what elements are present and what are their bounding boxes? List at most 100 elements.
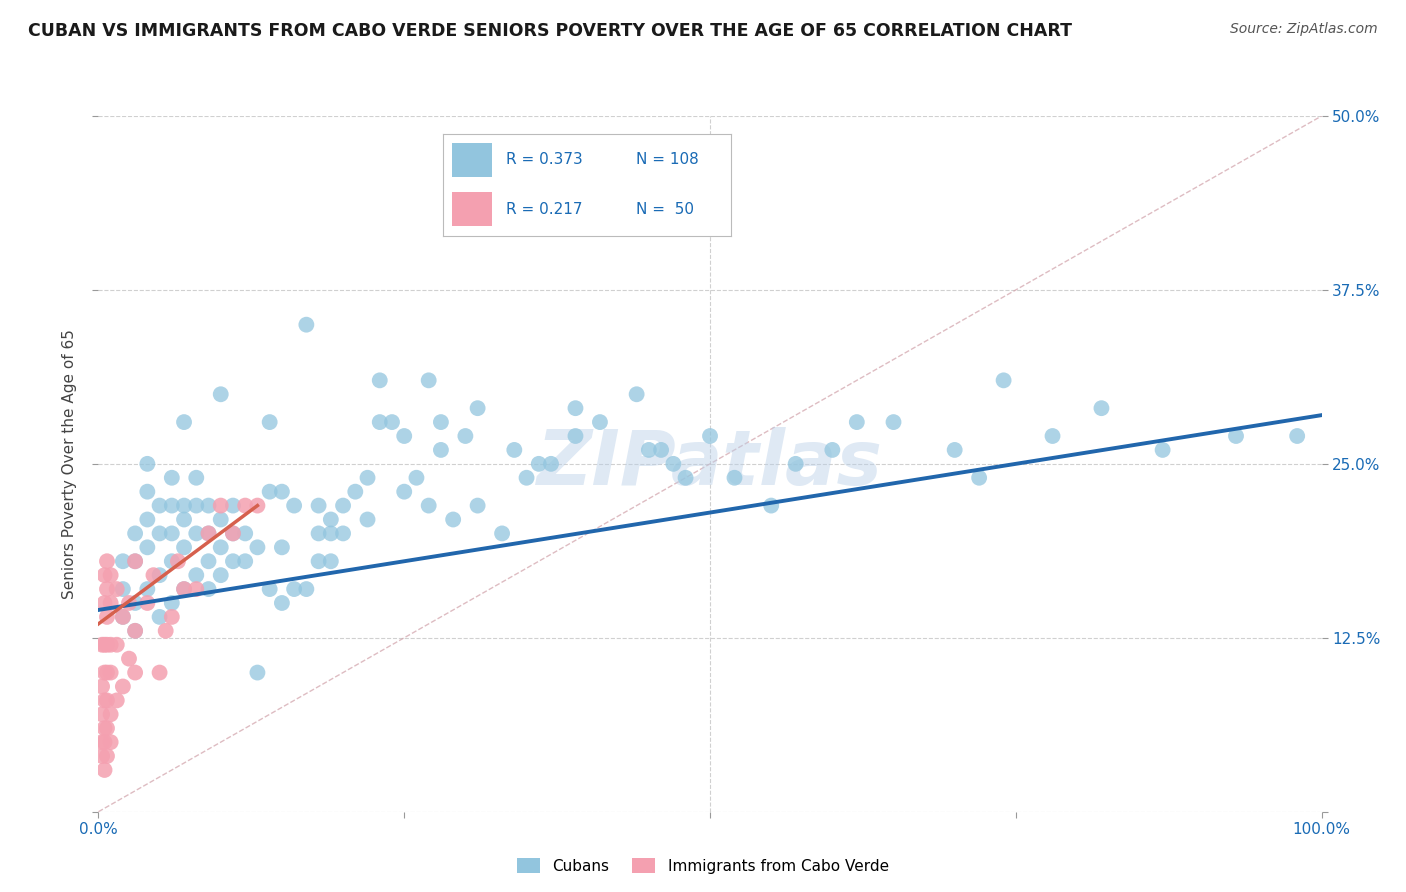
Point: [149, 568, 172, 582]
Point: [149, 610, 172, 624]
Point: [160, 471, 183, 485]
Point: [626, 387, 648, 401]
Point: [173, 582, 195, 596]
Point: [209, 387, 232, 401]
Point: [467, 401, 489, 416]
Point: [105, 582, 128, 596]
Point: [283, 499, 305, 513]
Point: [993, 373, 1015, 387]
Point: [136, 541, 159, 555]
Point: [96, 665, 118, 680]
Point: [96, 721, 118, 735]
Point: [308, 499, 330, 513]
Point: [283, 582, 305, 596]
Point: [527, 457, 550, 471]
Point: [124, 665, 146, 680]
Point: [821, 442, 844, 457]
Point: [186, 499, 208, 513]
Point: [100, 638, 122, 652]
Point: [785, 457, 807, 471]
Point: [186, 568, 208, 582]
Point: [111, 582, 134, 596]
Point: [246, 499, 269, 513]
Text: N = 108: N = 108: [636, 153, 699, 168]
Point: [368, 373, 391, 387]
Point: [100, 568, 122, 582]
Point: [319, 512, 342, 526]
Point: [723, 471, 745, 485]
Point: [197, 526, 219, 541]
Point: [149, 665, 172, 680]
Point: [149, 499, 172, 513]
Point: [233, 554, 256, 568]
Point: [197, 526, 219, 541]
Point: [91, 638, 114, 652]
Point: [96, 582, 118, 596]
Point: [332, 499, 354, 513]
Point: [270, 541, 294, 555]
Point: [124, 554, 146, 568]
Point: [160, 526, 183, 541]
Point: [392, 429, 416, 443]
Point: [295, 318, 318, 332]
Point: [167, 554, 190, 568]
Point: [1152, 442, 1174, 457]
Point: [430, 415, 453, 429]
Point: [136, 596, 159, 610]
Point: [1286, 429, 1309, 443]
Point: [96, 638, 118, 652]
Point: [845, 415, 868, 429]
Point: [197, 582, 219, 596]
Point: [91, 680, 114, 694]
Point: [186, 582, 208, 596]
Point: [124, 624, 146, 638]
Point: [124, 526, 146, 541]
Bar: [451, 193, 492, 226]
Point: [93, 763, 115, 777]
Point: [344, 484, 367, 499]
Point: [136, 457, 159, 471]
Point: [100, 735, 122, 749]
Point: [454, 429, 477, 443]
Point: [516, 471, 538, 485]
Point: [136, 582, 159, 596]
Point: [93, 735, 115, 749]
Point: [197, 554, 219, 568]
Point: [173, 582, 195, 596]
Point: [1090, 401, 1112, 416]
Text: N =  50: N = 50: [636, 202, 695, 217]
Point: [105, 693, 128, 707]
Point: [638, 442, 661, 457]
Point: [93, 568, 115, 582]
Point: [124, 554, 146, 568]
Point: [222, 526, 245, 541]
Point: [173, 499, 195, 513]
Point: [173, 541, 195, 555]
Point: [270, 484, 294, 499]
Point: [91, 735, 114, 749]
Point: [149, 526, 172, 541]
Point: [93, 596, 115, 610]
Point: [233, 526, 256, 541]
Point: [430, 442, 453, 457]
Point: [96, 554, 118, 568]
Point: [93, 693, 115, 707]
Point: [173, 415, 195, 429]
Point: [381, 415, 404, 429]
Point: [319, 554, 342, 568]
Point: [93, 665, 115, 680]
Point: [100, 596, 122, 610]
Point: [319, 526, 342, 541]
Point: [173, 512, 195, 526]
Point: [392, 484, 416, 499]
Point: [418, 499, 440, 513]
Y-axis label: Seniors Poverty Over the Age of 65: Seniors Poverty Over the Age of 65: [62, 329, 77, 599]
Point: [1225, 429, 1247, 443]
Point: [503, 442, 526, 457]
Point: [209, 499, 232, 513]
Point: [160, 554, 183, 568]
Point: [246, 665, 269, 680]
Text: R = 0.373: R = 0.373: [506, 153, 583, 168]
Point: [124, 624, 146, 638]
Point: [259, 484, 281, 499]
